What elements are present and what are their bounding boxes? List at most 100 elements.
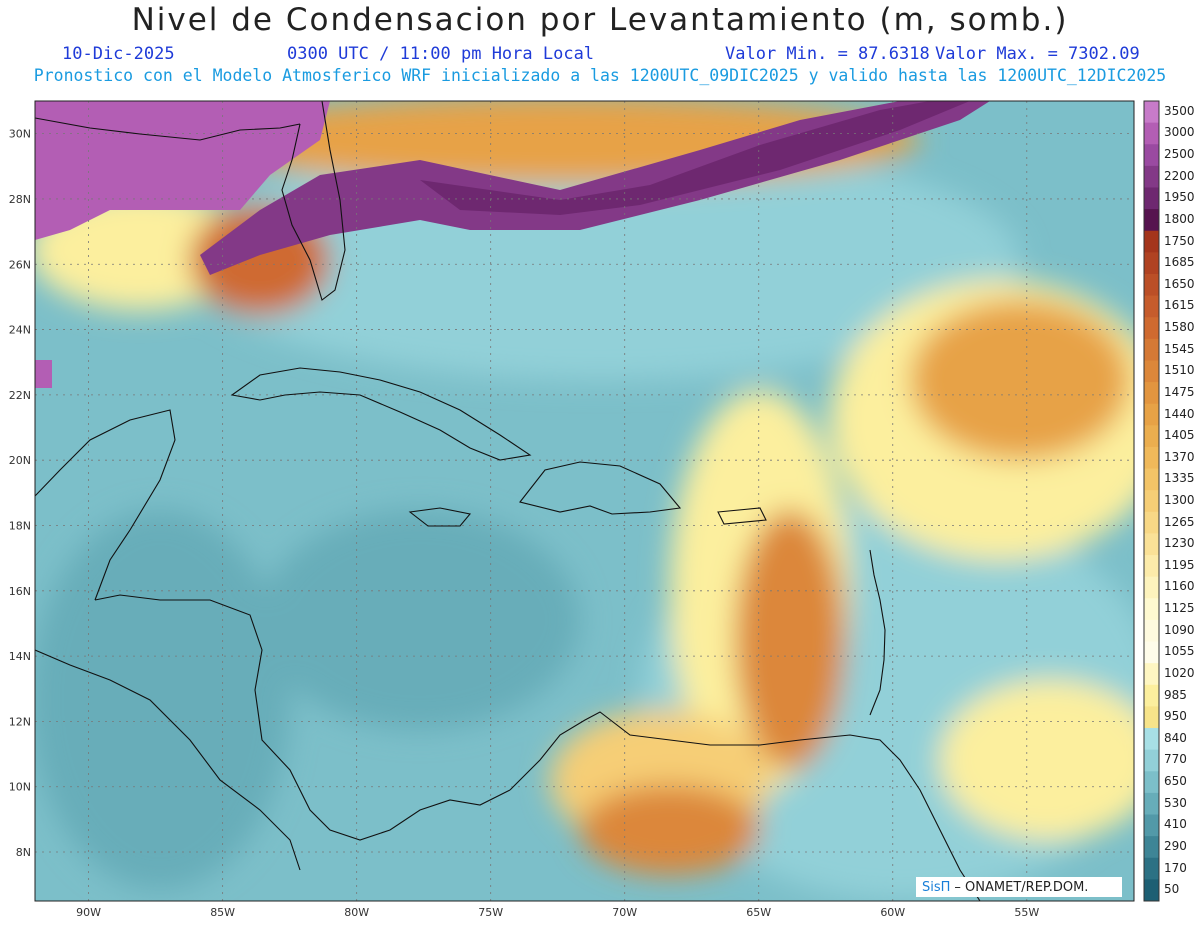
credit-text: – ONAMET/REP.DOM. bbox=[954, 879, 1089, 895]
colorbar-label: 2200 bbox=[1164, 168, 1195, 183]
lat-label: 26N bbox=[9, 258, 31, 271]
colorbar-swatch bbox=[1144, 273, 1159, 297]
colorbar-swatch bbox=[1144, 814, 1159, 837]
colorbar-swatch bbox=[1144, 490, 1159, 513]
lat-label: 12N bbox=[9, 715, 31, 728]
colorbar-label: 1440 bbox=[1164, 406, 1195, 421]
lon-label: 60W bbox=[880, 906, 905, 919]
colorbar-label: 1160 bbox=[1164, 579, 1195, 594]
coast-south-america bbox=[509, 711, 981, 901]
field-darker-caribbean bbox=[260, 510, 580, 730]
colorbar-label: 1800 bbox=[1164, 211, 1195, 226]
colorbar-label: 1055 bbox=[1164, 644, 1195, 659]
colorbar-swatch bbox=[1144, 252, 1159, 275]
colorbar-label: 1685 bbox=[1164, 255, 1195, 270]
coast-florida bbox=[281, 101, 346, 301]
colorbar-swatch bbox=[1144, 792, 1159, 816]
colorbar-swatch bbox=[1144, 879, 1159, 902]
colorbar-label: 950 bbox=[1164, 709, 1187, 724]
shaded-field bbox=[35, 101, 1134, 901]
lat-label: 28N bbox=[9, 193, 31, 206]
colorbar-swatch bbox=[1144, 230, 1159, 253]
colorbar-swatch bbox=[1144, 598, 1159, 621]
colorbar-label: 1615 bbox=[1164, 298, 1195, 313]
colorbar-label: 1090 bbox=[1164, 622, 1195, 637]
field-yellow-se bbox=[940, 680, 1134, 840]
coast-lesser-antilles bbox=[869, 549, 886, 716]
field-orange-ne bbox=[910, 300, 1130, 460]
colorbar-label: 1125 bbox=[1164, 601, 1195, 616]
colorbar-swatch bbox=[1144, 144, 1159, 167]
colorbar-swatch bbox=[1144, 576, 1159, 599]
colorbar-label: 2500 bbox=[1164, 147, 1195, 162]
colorbar-swatch bbox=[1144, 533, 1159, 556]
colorbar-swatch bbox=[1144, 425, 1159, 448]
colorbar-swatch bbox=[1144, 771, 1159, 794]
field-purple-west bbox=[35, 360, 52, 388]
colorbar-label: 1475 bbox=[1164, 384, 1195, 399]
coast-yucatan bbox=[35, 409, 176, 601]
colorbar-swatch bbox=[1144, 317, 1159, 340]
colorbar-label: 1195 bbox=[1164, 557, 1195, 572]
colorbar-swatch bbox=[1144, 338, 1159, 361]
colorbar-label: 1230 bbox=[1164, 536, 1195, 551]
colorbar-label: 410 bbox=[1164, 817, 1187, 832]
colorbar-swatch bbox=[1144, 122, 1159, 145]
coast-hispaniola bbox=[519, 461, 682, 515]
colorbar-label: 1300 bbox=[1164, 493, 1195, 507]
colorbar-label: 770 bbox=[1164, 752, 1187, 767]
lon-label: 85W bbox=[210, 906, 235, 919]
lat-label: 18N bbox=[9, 519, 31, 532]
forecast-time: 0300 UTC / 11:00 pm Hora Local bbox=[287, 44, 595, 64]
colorbar-swatch bbox=[1144, 446, 1159, 470]
lat-label: 30N bbox=[9, 128, 31, 141]
colorbar-label: 50 bbox=[1164, 882, 1180, 897]
coast-central-america bbox=[94, 594, 511, 841]
colorbar-label: 1750 bbox=[1164, 233, 1195, 248]
colorbar-label: 530 bbox=[1164, 795, 1187, 810]
colorbar-swatch bbox=[1144, 641, 1159, 664]
map-frame bbox=[34, 100, 1135, 902]
map-title: Nivel de Condensacion por Levantamiento … bbox=[131, 2, 1069, 38]
graticule bbox=[35, 101, 1134, 901]
field-darker-pacific bbox=[35, 510, 290, 890]
colorbar-swatch bbox=[1144, 209, 1159, 232]
field-orange-venezuela bbox=[580, 785, 760, 875]
coastlines bbox=[35, 101, 981, 901]
lon-label: 75W bbox=[478, 906, 503, 919]
colorbar-swatch bbox=[1144, 165, 1159, 188]
lat-label: 20N bbox=[9, 454, 31, 467]
colorbar-label: 1950 bbox=[1164, 190, 1195, 205]
field-orange-antilles bbox=[735, 510, 845, 770]
colorbar-swatch bbox=[1144, 684, 1159, 707]
lat-label: 24N bbox=[9, 324, 31, 337]
colorbar-label: 1020 bbox=[1164, 665, 1195, 680]
colorbar-label: 170 bbox=[1164, 860, 1187, 875]
lon-label: 80W bbox=[344, 906, 369, 919]
colorbar-label: 985 bbox=[1164, 687, 1187, 702]
lon-label: 70W bbox=[612, 906, 637, 919]
colorbar-swatch bbox=[1144, 749, 1159, 772]
colorbar-swatch bbox=[1144, 663, 1159, 686]
coast-cuba bbox=[230, 367, 532, 461]
colorbar-swatch bbox=[1144, 382, 1159, 405]
colorbar-swatch bbox=[1144, 706, 1159, 729]
colorbar-swatch bbox=[1144, 403, 1159, 426]
lat-label: 10N bbox=[9, 781, 31, 794]
lon-label: 90W bbox=[76, 906, 101, 919]
coast-jamaica bbox=[408, 507, 472, 527]
lat-label: 22N bbox=[9, 389, 31, 402]
colorbar-swatch bbox=[1144, 511, 1159, 534]
colorbar-swatch bbox=[1144, 836, 1159, 859]
colorbar-swatch bbox=[1144, 857, 1159, 880]
colorbar-label: 650 bbox=[1164, 774, 1187, 789]
lat-label: 14N bbox=[9, 650, 31, 663]
colorbar-frame bbox=[1143, 100, 1160, 902]
colorbar-swatch bbox=[1144, 295, 1159, 318]
colorbar-label: 1405 bbox=[1164, 428, 1195, 443]
lat-label: 8N bbox=[16, 846, 31, 859]
colorbar-swatch bbox=[1144, 468, 1159, 491]
lon-label: 55W bbox=[1014, 906, 1039, 919]
colorbar-label: 3000 bbox=[1164, 125, 1195, 140]
field-purple-gulf bbox=[35, 101, 330, 240]
